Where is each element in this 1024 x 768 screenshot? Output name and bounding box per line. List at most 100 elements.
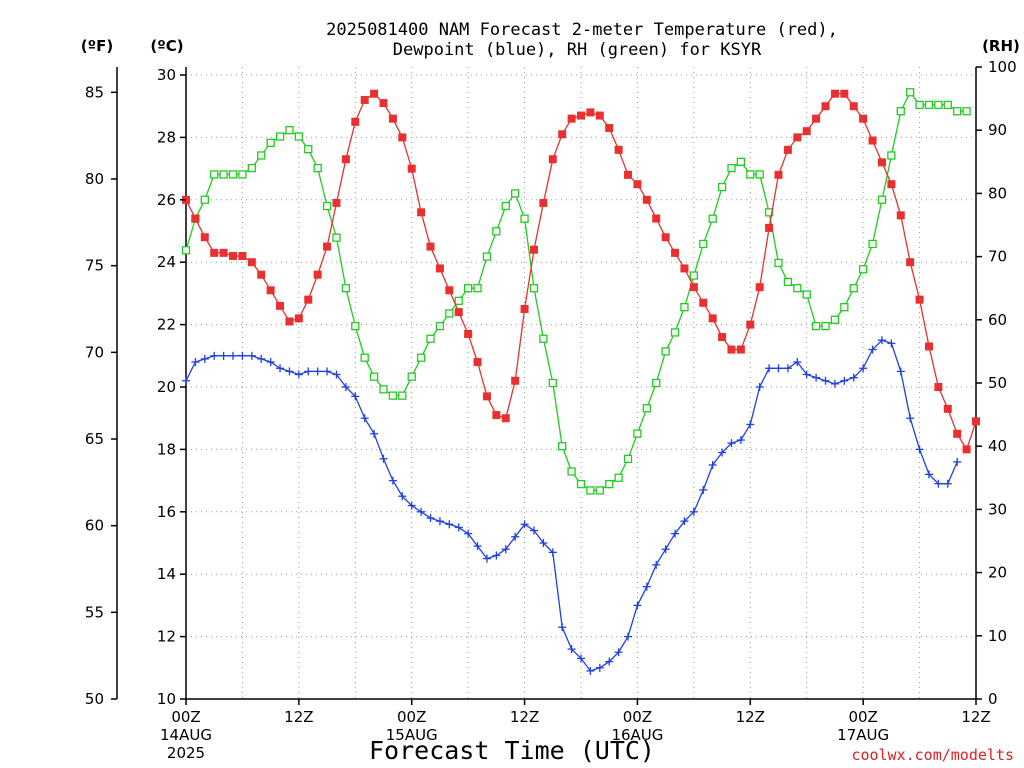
rh-point [501, 201, 510, 211]
dewpoint-point [896, 367, 905, 376]
rh-point [783, 277, 793, 287]
rh-tick-label: 30 [988, 500, 1007, 518]
dewpoint-point [332, 370, 341, 379]
temperature-point [567, 114, 576, 123]
dewpoint-point [934, 479, 943, 488]
rh-point [210, 170, 219, 179]
dewpoint-point [906, 414, 915, 423]
temperature-point [915, 295, 924, 304]
dewpoint-point [915, 445, 924, 454]
rh-point [285, 126, 294, 135]
dewpoint-point [200, 354, 209, 363]
temperature-point [906, 258, 915, 267]
dewpoint-point [614, 648, 623, 657]
rh-point [764, 208, 774, 217]
celsius-tick-label: 28 [157, 128, 176, 146]
x-tick-date-label: 16AUG [611, 726, 663, 744]
dewpoint-point [323, 367, 332, 376]
rh-point [849, 284, 858, 293]
dewpoint-point [398, 492, 407, 501]
rh-point [520, 214, 529, 223]
temperature-point [802, 127, 811, 136]
dewpoint-point [266, 358, 275, 367]
celsius-tick-label: 10 [157, 690, 176, 708]
rh-point [219, 170, 228, 179]
temperature-point [849, 102, 858, 111]
x-tick-label: 00Z [397, 708, 426, 726]
celsius-tick-label: 20 [157, 378, 176, 396]
rh-point [539, 334, 548, 343]
x-tick-label: 12Z [736, 708, 765, 726]
temperature-point [727, 345, 736, 354]
dewpoint-point [257, 354, 266, 363]
dewpoint-point [529, 526, 538, 535]
temperature-point [896, 211, 905, 220]
dewpoint-point [802, 370, 811, 379]
temperature-point [276, 301, 285, 310]
fahrenheit-tick-label: 55 [85, 603, 104, 621]
temperature-point [821, 102, 830, 111]
rh-point [426, 334, 435, 343]
rh-point [558, 442, 567, 451]
temperature-point [341, 155, 350, 164]
rh-point [304, 145, 313, 154]
temperature-point [624, 170, 633, 179]
temperature-point [388, 114, 397, 123]
temperature-point [972, 417, 980, 426]
temperature-point [774, 170, 783, 179]
dewpoint-point [821, 376, 830, 385]
temperature-point [229, 251, 238, 260]
temperature-point [877, 158, 886, 167]
temperature-point [708, 314, 717, 323]
dewpoint-point [285, 367, 294, 376]
temperature-point [595, 111, 604, 120]
temperature-point [473, 358, 482, 367]
rh-point [257, 151, 266, 160]
dewpoint-point [417, 507, 426, 516]
dewpoint-point [426, 514, 435, 523]
rh-point [915, 100, 924, 110]
temperature-point [492, 411, 501, 420]
rh-point [774, 258, 783, 268]
dewpoint-point [689, 507, 698, 516]
temperature-point [219, 248, 228, 257]
dewpoint-point [859, 364, 868, 373]
temperature-point [360, 95, 369, 104]
dewpoint-point [276, 364, 285, 373]
dewpoint-point [830, 379, 839, 388]
temperature-point [379, 99, 388, 108]
dewpoint-point [351, 392, 360, 401]
rh-point [887, 151, 896, 160]
temperature-point [210, 248, 219, 257]
rh-point [755, 170, 764, 179]
fahrenheit-unit-label: (ºF) [81, 37, 113, 55]
temperature-point [511, 376, 520, 385]
rh-point [463, 284, 473, 293]
rh-point [746, 170, 755, 179]
rh-point [943, 100, 952, 110]
celsius-tick-label: 16 [157, 503, 176, 521]
dewpoint-point [624, 632, 633, 641]
temperature-point [285, 317, 294, 326]
fahrenheit-tick-label: 75 [85, 257, 104, 275]
temperature-point [689, 283, 698, 292]
dewpoint-point [492, 551, 501, 560]
temperature-point [351, 117, 360, 126]
rh-point [877, 195, 887, 204]
dewpoint-point [595, 663, 604, 672]
x-tick-date-label: 17AUG [837, 726, 889, 744]
rh-tick-label: 50 [988, 374, 1007, 392]
dewpoint-point [586, 666, 595, 675]
dewpoint-point [388, 476, 397, 485]
temperature-point [652, 214, 661, 223]
temperature-point [529, 245, 538, 254]
rh-point [369, 372, 379, 381]
rh-point [642, 404, 651, 413]
rh-point [388, 391, 398, 400]
temperature-point [765, 223, 774, 232]
x-tick-label: 00Z [623, 708, 652, 726]
rh-tick-label: 70 [988, 248, 1007, 266]
x-tick-label: 12Z [961, 708, 990, 726]
